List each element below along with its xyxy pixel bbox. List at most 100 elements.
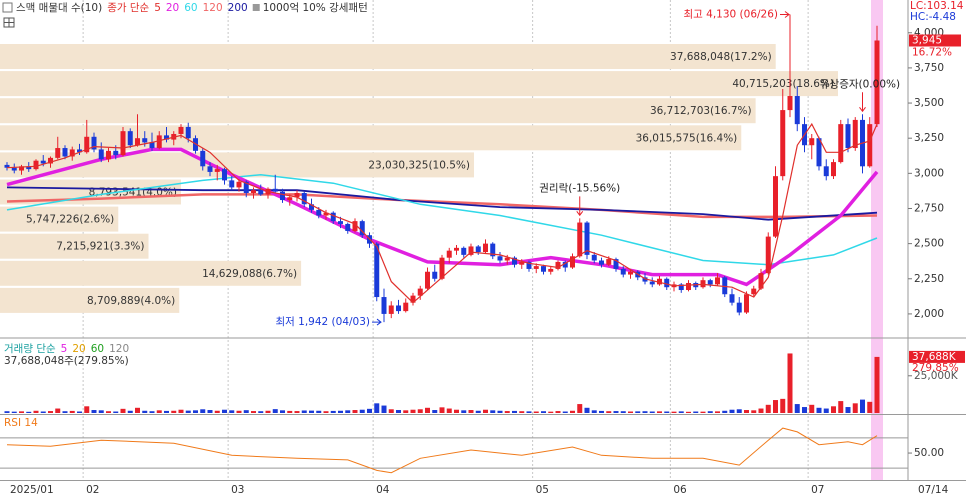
annotation-label: 최고 4,130 (06/26) (683, 8, 778, 20)
legend-text: 20 (166, 2, 179, 14)
volume-bar (127, 410, 133, 413)
annotation-label: 최저 1,942 (04/03) (275, 316, 370, 328)
candle-body (98, 149, 104, 160)
candle-body (744, 294, 749, 313)
volume-bar (780, 398, 786, 413)
candle-body (475, 246, 481, 253)
volume-bar (838, 401, 844, 413)
volume-bar (468, 410, 474, 413)
grid-icon[interactable] (3, 17, 15, 28)
volume-bar (541, 411, 546, 413)
volume-bar (410, 409, 416, 413)
legend-text: 120 (203, 2, 223, 14)
candle-body (164, 135, 169, 140)
candle-body (33, 160, 39, 170)
volume-bar (367, 408, 372, 413)
volume-bar (222, 409, 227, 413)
volume-bar (171, 410, 177, 413)
volume-bar (773, 400, 778, 413)
candle-body (468, 246, 474, 255)
candle-body (149, 142, 155, 149)
volume-bar (425, 407, 430, 413)
candle-body (113, 150, 119, 156)
volume-bar (751, 410, 757, 413)
candle-body (664, 278, 670, 288)
volume-bar (642, 411, 648, 413)
volume-bar (504, 411, 510, 413)
candle-body (106, 150, 111, 160)
volume-bar (251, 411, 256, 413)
volume-bar (700, 411, 706, 413)
y-tick-label: 3,000 (914, 167, 944, 179)
last-price-box (909, 34, 961, 47)
candle-body (214, 169, 220, 172)
legend-text: 5 (154, 2, 161, 14)
candle-body (84, 136, 90, 153)
rsi-line (6, 427, 878, 474)
rsi-title: RSI 14 (4, 417, 38, 429)
volume-bar (309, 410, 314, 413)
volume-bar (106, 411, 111, 413)
candle-body (352, 221, 358, 231)
checkbox[interactable] (2, 2, 13, 13)
candle-body (867, 124, 873, 167)
volume-bar (156, 410, 162, 413)
candle-body (504, 257, 510, 261)
volume-bar (497, 410, 503, 413)
last-volume-box (909, 350, 965, 363)
volume-bar (98, 410, 104, 413)
volume-bar (48, 411, 53, 413)
volume-bar (33, 410, 39, 413)
moving-average-line (6, 122, 878, 304)
candle-body (773, 176, 778, 237)
candle-body (48, 157, 53, 164)
volume-bar (845, 407, 851, 413)
volume-bar (461, 410, 467, 413)
candle-body (388, 305, 394, 314)
volume-bar (200, 409, 206, 413)
candle-body (751, 288, 757, 295)
x-tick-label: 02 (86, 484, 99, 496)
volume-bar (591, 410, 597, 413)
candle-body (816, 138, 822, 167)
volume-bar (352, 410, 358, 413)
candle-body (599, 260, 604, 265)
candle-body (439, 257, 445, 279)
candle-body (91, 136, 97, 150)
candle-body (852, 119, 858, 149)
volume-bar (62, 411, 68, 413)
candle-body (11, 167, 17, 171)
candle-body (243, 181, 249, 194)
y-tick-label: 2,000 (914, 308, 944, 320)
candle-body (40, 160, 46, 164)
candle-body (548, 268, 554, 272)
volume-bar (765, 404, 771, 413)
volume-bar (185, 410, 191, 413)
candle-body (686, 282, 691, 291)
volume-bar (475, 410, 481, 413)
volume-profile-label: 8,709,889(4.0%) (87, 295, 175, 307)
volume-bar (555, 411, 561, 413)
candle-body (417, 288, 423, 296)
candle-body (345, 223, 351, 231)
candle-body (831, 162, 836, 177)
candle-body (200, 150, 206, 167)
candle-body (584, 222, 590, 255)
candle-body (613, 259, 619, 269)
candle-body (120, 131, 126, 156)
volume-bar (84, 406, 90, 413)
annotation-arrow (859, 92, 866, 113)
volume-bar (236, 410, 242, 413)
volume-bar (374, 403, 380, 413)
annotation-arrow (372, 318, 382, 326)
candle-body (178, 126, 184, 134)
candle-body (845, 124, 851, 149)
volume-bar (359, 409, 365, 413)
volume-bar (164, 410, 169, 413)
volume-bar (649, 411, 655, 413)
candle-body (874, 40, 880, 125)
candle-body (497, 256, 503, 261)
volume-bar (19, 411, 24, 413)
volume-bar (229, 410, 235, 413)
candle-body (62, 148, 68, 157)
